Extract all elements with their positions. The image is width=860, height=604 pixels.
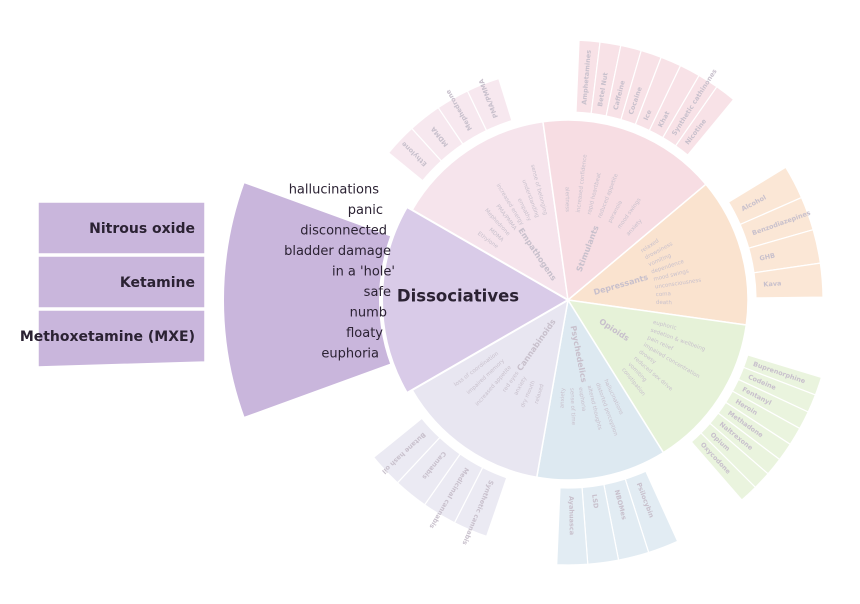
dissociatives-drug-label: Ketamine bbox=[120, 275, 195, 291]
drug-band bbox=[556, 486, 589, 566]
category-wedge bbox=[542, 119, 707, 302]
category-wedge bbox=[566, 183, 749, 326]
dissociatives-effect-label: disconnected bbox=[300, 224, 387, 239]
dissociatives-drug-band bbox=[37, 255, 206, 309]
dissociatives-drug-band bbox=[37, 201, 206, 255]
effect-label: sense of time bbox=[568, 388, 576, 426]
effect-label: euphoric bbox=[652, 320, 677, 332]
drug-band bbox=[466, 77, 513, 132]
drug-band bbox=[372, 417, 441, 484]
category-wedge bbox=[411, 120, 569, 302]
drug-label: Ayahuasca bbox=[567, 496, 576, 535]
effect-label: death bbox=[656, 300, 673, 306]
category-wedge bbox=[411, 298, 570, 479]
dissociatives-drug-band bbox=[37, 309, 206, 368]
effect-label: euphoria bbox=[577, 387, 586, 412]
category-wedge bbox=[566, 299, 748, 454]
drug-label: GHB bbox=[759, 251, 776, 262]
drug-label: Ice bbox=[642, 108, 654, 122]
drug-band bbox=[690, 432, 757, 501]
drug-label: Kava bbox=[763, 279, 782, 288]
dissociatives-center-label: Dissociatives bbox=[397, 287, 519, 306]
dissociatives-effect-label: hallucinations bbox=[289, 183, 380, 198]
dissociatives-inner-wedge bbox=[381, 205, 571, 395]
dissociatives-effects-band bbox=[222, 180, 393, 420]
dissociatives-effect-label: bladder damage bbox=[284, 244, 391, 259]
dissociatives-effect-label: numb bbox=[350, 306, 387, 321]
effect-label: anxiety bbox=[560, 387, 567, 408]
dissociatives-effect-label: floaty bbox=[346, 326, 383, 341]
category-wedge bbox=[535, 297, 665, 481]
drug-band bbox=[753, 262, 824, 299]
dissociatives-effect-label: safe bbox=[364, 285, 391, 300]
dissociatives-drug-label: Nitrous oxide bbox=[89, 221, 195, 237]
dissociatives-effect-label: in a 'hole' bbox=[332, 265, 395, 280]
drug-label: LSD bbox=[590, 494, 600, 510]
drug-band bbox=[674, 85, 735, 156]
effect-label: coma bbox=[656, 291, 671, 298]
dissociatives-effect-label: panic bbox=[348, 203, 383, 218]
effect-label: relaxed bbox=[534, 383, 546, 404]
effect-label: alertness bbox=[564, 187, 570, 212]
dissociatives-drug-label: Methoxetamine (MXE) bbox=[20, 329, 195, 345]
dissociatives-effect-label: euphoria bbox=[321, 347, 379, 362]
